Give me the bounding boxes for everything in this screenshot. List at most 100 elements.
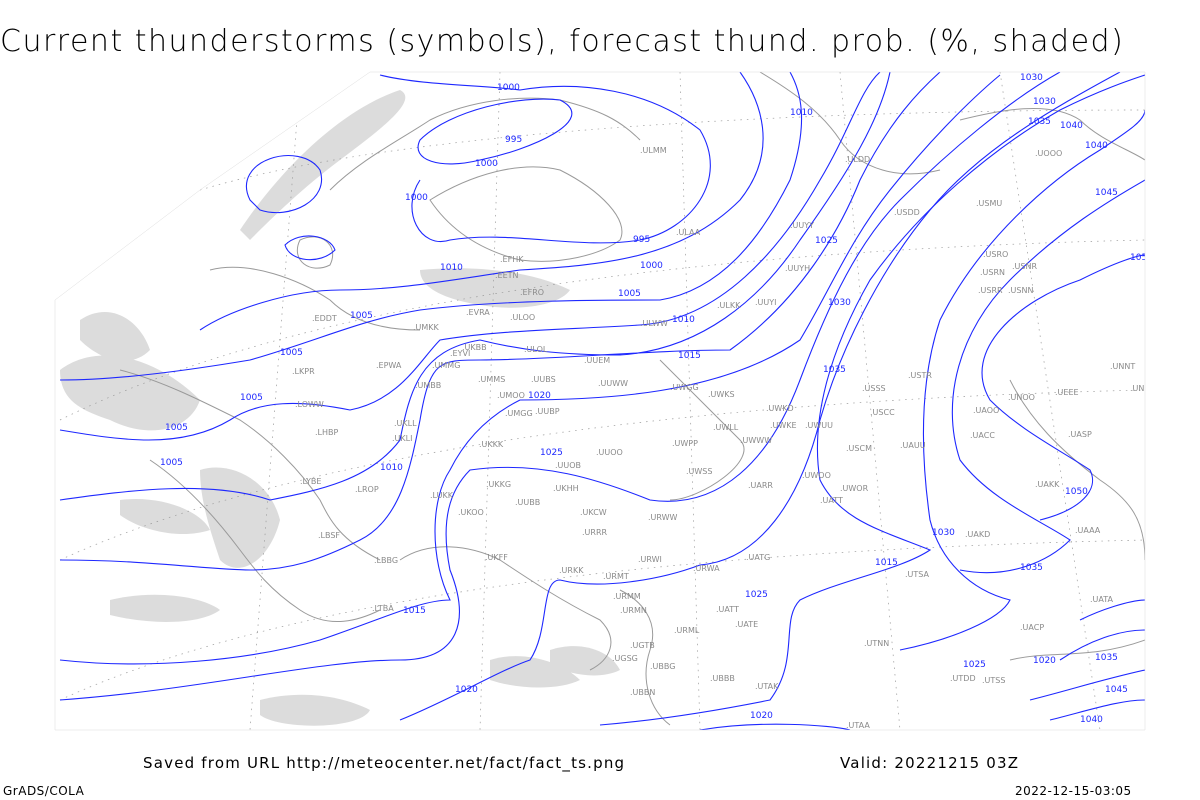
station-label: .UBBB	[710, 674, 735, 683]
station-label: .ULOL	[524, 345, 548, 354]
station-label: .UATT	[716, 605, 739, 614]
isobar-label: 1030	[932, 528, 955, 538]
station-label: .USCC	[870, 408, 895, 417]
station-label: .UWLL	[713, 423, 739, 432]
isobar-label: 1020	[455, 685, 478, 695]
station-label: .UAOO	[973, 406, 999, 415]
isobar-label: 1005	[240, 393, 263, 403]
isobar-lines	[59, 72, 1145, 730]
isobar-label: 1030	[1020, 73, 1043, 83]
isobar-label: 1025	[540, 448, 563, 458]
station-label: .UMKK	[413, 323, 440, 332]
isobar-label: 995	[633, 235, 650, 245]
station-label: .UUYH	[785, 264, 810, 273]
isobar-label: 1040	[1060, 121, 1083, 131]
station-label: .URWI	[638, 555, 662, 564]
station-label: .LROP	[355, 485, 379, 494]
station-label: .UWUU	[805, 421, 833, 430]
station-label: .LKPR	[292, 367, 315, 376]
station-label: .UTSS	[982, 676, 1005, 685]
isobar-label: 1000	[405, 193, 428, 203]
isobar-label: 1005	[280, 348, 303, 358]
station-label: .UEEE	[1055, 388, 1079, 397]
station-label: .UARR	[748, 481, 773, 490]
station-label: .UUOB	[555, 461, 581, 470]
station-label: .USNN	[1008, 286, 1033, 295]
isobar-label: 1010	[790, 108, 813, 118]
station-label: .ULOO	[510, 313, 535, 322]
isobar-label: 1005	[165, 423, 188, 433]
station-label: .UWGG	[670, 383, 699, 392]
isobar-label: 1020	[528, 391, 551, 401]
isobar-label: 1035	[1095, 653, 1118, 663]
isobar-label: 1020	[1033, 656, 1056, 666]
station-label: .UACC	[970, 431, 995, 440]
isobar-label: 1050	[1065, 487, 1088, 497]
station-label: .UBBN	[630, 688, 655, 697]
station-label: .UKKK	[479, 440, 504, 449]
isobar-label: 1015	[875, 558, 898, 568]
station-label: .UKBB	[462, 343, 487, 352]
station-label: .LHBP	[315, 428, 339, 437]
station-label: .UKLL	[394, 419, 417, 428]
station-label: .USRO	[983, 250, 1008, 259]
station-label: .UACP	[1020, 623, 1044, 632]
station-label: .UGSG	[612, 654, 638, 663]
station-label: .UNBB	[1130, 384, 1155, 393]
station-label: .URRR	[582, 528, 608, 537]
lat-lon-grid	[59, 72, 1145, 730]
station-label: .UOOO	[1035, 149, 1062, 158]
station-label: .URWA	[693, 564, 720, 573]
station-label: .UTAA	[846, 721, 870, 730]
station-label: .UTDD	[950, 674, 976, 683]
station-label: .USRR	[978, 286, 1003, 295]
isobar-label: 1040	[1085, 141, 1108, 151]
isobar-label: 1030	[1033, 97, 1056, 107]
isobar-label: 1010	[440, 263, 463, 273]
station-label: .UMBB	[415, 381, 441, 390]
station-label: .UBBG	[650, 662, 675, 671]
map-title: Current thunderstorms (symbols), forecas…	[0, 24, 1125, 59]
station-label: .UMMS	[478, 375, 505, 384]
station-label: .UAAA	[1075, 526, 1101, 535]
coastlines	[119, 72, 1145, 726]
station-label: .UKOO	[458, 508, 484, 517]
station-label: .UTSA	[905, 570, 930, 579]
station-label: .UUYY	[790, 221, 814, 230]
station-label: .UWOR	[840, 484, 869, 493]
station-label: .UWKS	[708, 390, 735, 399]
station-label: .UWOO	[802, 471, 831, 480]
isobar-label: 995	[505, 135, 522, 145]
valid-time-text: Valid: 20221215 03Z	[840, 754, 1020, 772]
isobar-label: 1025	[963, 660, 986, 670]
station-label: .UWKE	[770, 421, 797, 430]
station-label: .UKLI	[392, 434, 412, 443]
station-label: .UUEM	[584, 356, 610, 365]
station-label: .ULAA	[676, 228, 701, 237]
station-label: .URMN	[620, 606, 647, 615]
station-label: .UAKK	[1035, 480, 1060, 489]
isobar-label: 1020	[750, 711, 773, 721]
station-label: .UAUU	[900, 441, 926, 450]
station-label: .URML	[674, 626, 700, 635]
isobar-label: 1015	[403, 606, 426, 616]
station-label: .EFRO	[520, 288, 544, 297]
station-label: .UKFF	[485, 553, 508, 562]
timestamp-text: 2022-12-15-03:05	[1015, 784, 1132, 798]
station-label: .UWSS	[686, 467, 712, 476]
isobar-label: 1030	[828, 298, 851, 308]
station-label: .UGTB	[630, 641, 655, 650]
isobar-label: 1010	[672, 315, 695, 325]
station-label: .USMU	[976, 199, 1002, 208]
station-label: .UKKG	[486, 480, 511, 489]
station-label: .UASP	[1068, 430, 1092, 439]
station-label: .UTNN	[864, 639, 889, 648]
station-label: .EETN	[495, 271, 519, 280]
station-label: .UATT	[820, 496, 843, 505]
source-url-text: Saved from URL http://meteocenter.net/fa…	[143, 754, 626, 772]
station-label: .UATA	[1090, 595, 1114, 604]
isobar-label: 1005	[350, 311, 373, 321]
isobar-label: 1005	[160, 458, 183, 468]
station-label: .EFHK	[500, 255, 524, 264]
